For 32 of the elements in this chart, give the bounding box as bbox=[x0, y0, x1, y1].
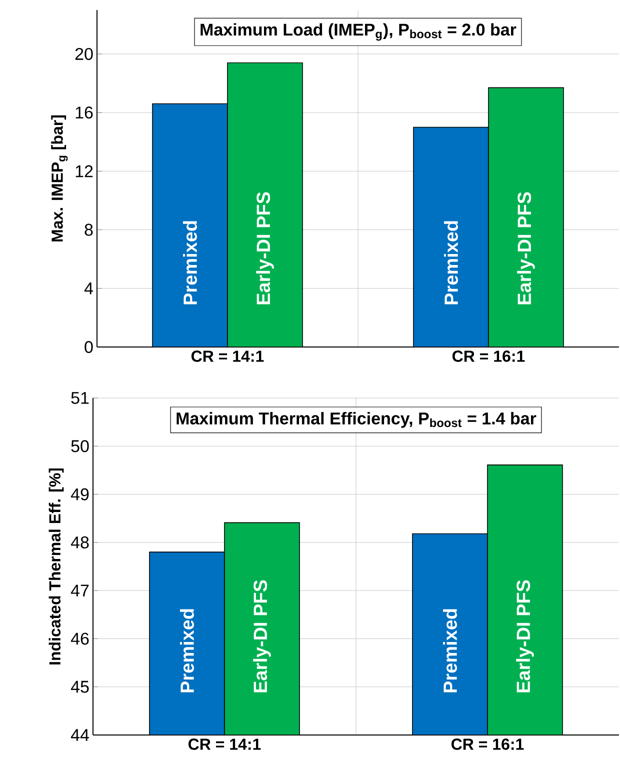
series-label: Premixed bbox=[443, 609, 457, 692]
y-tick-label: 47 bbox=[70, 584, 89, 596]
bar bbox=[152, 103, 228, 347]
y-tick-label: 20 bbox=[75, 48, 93, 60]
text: Premixed bbox=[180, 609, 194, 692]
series-label: Early-DI PFS bbox=[256, 192, 274, 304]
y-tick-label: 49 bbox=[70, 488, 89, 500]
bar bbox=[413, 126, 489, 347]
y-tick-label: 0 bbox=[84, 340, 93, 354]
y-tick-label: 44 bbox=[70, 729, 89, 741]
series-label: Premixed bbox=[444, 221, 458, 304]
series-label: Early-DI PFS bbox=[253, 580, 271, 692]
y-tick-label: 4 bbox=[84, 282, 93, 294]
y-tick-label: 16 bbox=[76, 106, 93, 119]
y-tick-label: 51 bbox=[71, 392, 89, 404]
y-tick-label: 8 bbox=[84, 224, 93, 236]
x-tick-label: CR = 14:1 bbox=[191, 350, 264, 362]
text: Premixed bbox=[183, 221, 197, 304]
y-tick-label: 48 bbox=[70, 536, 89, 548]
y-axis-title: Indicated Thermal Eff. [%] bbox=[48, 468, 64, 664]
x-tick-label: CR = 14:1 bbox=[188, 738, 261, 750]
y-axis-title: Max. IMEP$_{g}$ [bar] bbox=[51, 115, 68, 242]
text: Maximum Thermal Efficiency, P$_{boost}$ = 1.4 bar bbox=[176, 412, 536, 428]
text: Early-DI PFS bbox=[516, 580, 534, 692]
x-tick-label: CR = 16:1 bbox=[451, 738, 524, 750]
x-tick-label: CR = 16:1 bbox=[452, 350, 525, 362]
y-tick-label: 12 bbox=[76, 165, 93, 178]
y-tick-label: 50 bbox=[71, 440, 89, 452]
text: Maximum Load (IMEP$_{g}$), P$_{boost}$ = 2.0 bar bbox=[200, 23, 516, 41]
y-tick-label: 46 bbox=[70, 632, 89, 645]
y-tick-label: 45 bbox=[70, 680, 89, 693]
text: Early-DI PFS bbox=[517, 192, 535, 304]
